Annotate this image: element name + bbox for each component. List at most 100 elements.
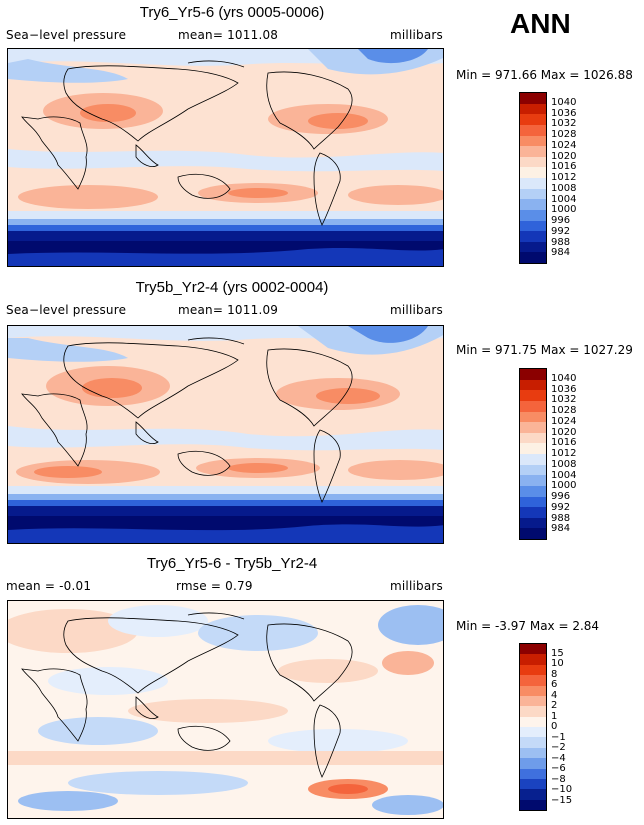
panel1-field-label: Sea−level pressure: [6, 28, 127, 42]
panel3-level-label: 1: [551, 710, 558, 722]
panel1-level-label: 1028: [551, 129, 577, 140]
panel3-rmse: rmse = 0.79: [176, 579, 253, 593]
panel3-level-label: −15: [551, 794, 573, 806]
panel1-level-label: 1032: [551, 118, 577, 130]
panel2-swatch: [520, 400, 546, 412]
panel3-swatch: [520, 778, 546, 790]
panel3-level-label: 0: [551, 721, 558, 732]
panel1-level-label: 1008: [551, 182, 577, 194]
panel1-swatch: [520, 178, 546, 189]
panel3-swatch: [520, 758, 546, 769]
panel1-level-label: 1040: [551, 96, 577, 108]
panel2-level-label: 996: [551, 491, 571, 502]
panel1-swatch: [520, 124, 546, 136]
panel3-level-label: 15: [551, 647, 564, 659]
panel2-swatch: [520, 390, 546, 401]
panel3-swatch: [520, 727, 546, 738]
panel3-level-label: 4: [551, 689, 558, 701]
panel3-swatch: [520, 695, 546, 707]
panel1-swatch: [520, 220, 546, 232]
panel3-swatch: [520, 644, 546, 655]
panel1-level-label: 1036: [551, 107, 577, 119]
panel2-swatch: [520, 507, 546, 518]
panel3-level-label: −10: [551, 784, 573, 795]
panel2-level-label: 1008: [551, 458, 577, 470]
panel2-swatch: [520, 443, 546, 454]
panel3-mean: mean = -0.01: [6, 579, 92, 593]
panel1-swatch: [520, 146, 546, 157]
panel2-mean: mean= 1011.09: [178, 303, 279, 317]
panel1-level-label: 1012: [551, 172, 577, 183]
panel3-swatch: [520, 706, 546, 717]
panel3-swatch: [520, 789, 546, 800]
panel1-mean: mean= 1011.08: [178, 28, 279, 42]
panel2-swatch: [520, 454, 546, 465]
panel3-swatch: [520, 685, 546, 696]
panel3-minmax: Min = -3.97 Max = 2.84: [456, 619, 600, 633]
panel2-level-label: 1024: [551, 415, 577, 427]
panel3-swatch: [520, 768, 546, 779]
panel1-minmax: Min = 971.66 Max = 1026.88: [456, 68, 633, 82]
panel2-field-label: Sea−level pressure: [6, 303, 127, 317]
panel3-level-label: −8: [551, 773, 566, 785]
panel2-swatch: [520, 369, 546, 380]
panel1-swatch: [520, 231, 546, 242]
panel1-level-label: 1020: [551, 150, 577, 162]
panel1-swatch: [520, 167, 546, 178]
panel3-map: [7, 600, 444, 819]
panel2-map: [7, 325, 444, 544]
panel3-swatch: [520, 737, 546, 748]
panel3-swatch: [520, 747, 546, 759]
panel1-colorbar: [519, 92, 547, 264]
panel3-level-label: −6: [551, 763, 566, 774]
panel3-level-label: −4: [551, 752, 566, 764]
panel3-title: Try6_Yr5-6 - Try5b_Yr2-4: [146, 555, 318, 572]
panel3-swatch: [520, 716, 546, 727]
panel2-colorbar: [519, 368, 547, 540]
panel2-level-label: 1016: [551, 437, 577, 449]
panel2-swatch: [520, 496, 546, 508]
panel3-swatch: [520, 654, 546, 665]
panel2-level-label: 1036: [551, 383, 577, 395]
panel1-title: Try6_Yr5-6 (yrs 0005-0006): [139, 4, 325, 21]
panel1-level-label: 992: [551, 225, 571, 237]
panel1-level-label: 1024: [551, 139, 577, 151]
panel1-swatch: [520, 156, 546, 168]
panel3-level-label: −1: [551, 731, 566, 743]
panel2-level-label: 984: [551, 523, 571, 535]
panel1-level-label: 984: [551, 247, 571, 259]
panel1-level-label: 996: [551, 215, 571, 226]
panel3-swatch: [520, 799, 546, 810]
panel3-level-label: 10: [551, 658, 564, 669]
panel2-level-label: 1004: [551, 469, 577, 481]
panel3-swatch: [520, 664, 546, 676]
panel2-level-label: 992: [551, 501, 571, 513]
panel2-level-label: 1028: [551, 405, 577, 416]
panel1-level-label: 1004: [551, 193, 577, 205]
panel2-colorbar-labels: 1040 1036 1032 1028 1024 1020 1016 1012 …: [551, 368, 611, 540]
panel3-units: millibars: [390, 579, 443, 593]
panel2-swatch: [520, 485, 546, 497]
panel3-colorbar: [519, 643, 547, 811]
season-label: ANN: [510, 8, 571, 39]
panel2-swatch: [520, 528, 546, 539]
panel2-title: Try5b_Yr2-4 (yrs 0002-0004): [135, 279, 329, 296]
panel1-units: millibars: [390, 28, 443, 42]
panel1-level-label: 1016: [551, 161, 577, 173]
panel3-level-label: 6: [551, 679, 558, 690]
panel2-swatch: [520, 379, 546, 391]
panel1-swatch: [520, 93, 546, 104]
panel1-colorbar-labels: 1040 1036 1032 1028 1024 1020 1016 1012 …: [551, 92, 611, 264]
panel2-swatch: [520, 517, 546, 529]
panel2-swatch: [520, 475, 546, 486]
panel2-swatch: [520, 432, 546, 444]
panel1-swatch: [520, 188, 546, 200]
panel1-level-label: 1000: [551, 204, 577, 216]
panel2-level-label: 1000: [551, 480, 577, 492]
panel1-level-label: 988: [551, 236, 571, 248]
panel2-units: millibars: [390, 303, 443, 317]
panel3-colorbar-labels: 15 10 8 6 4 2 1 0 −1 −2 −4 −6 −8 −10 −15: [551, 643, 611, 811]
panel2-swatch: [520, 411, 546, 423]
panel1-map: [7, 48, 444, 267]
panel2-swatch: [520, 464, 546, 476]
